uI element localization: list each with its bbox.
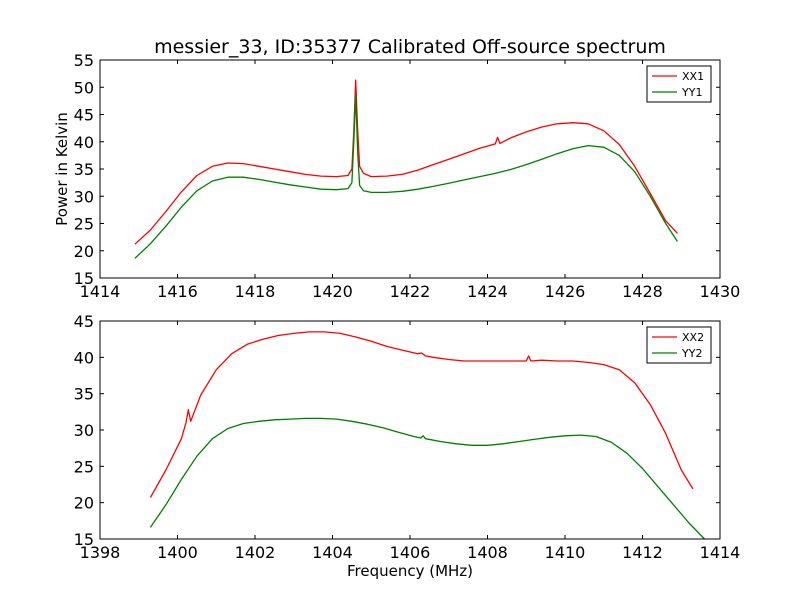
x-tick-label: 1424 bbox=[467, 282, 508, 301]
chart-title: messier_33, ID:35377 Calibrated Off-sour… bbox=[154, 36, 666, 58]
x-tick-label: 1400 bbox=[157, 543, 198, 562]
x-tick-label: 1404 bbox=[312, 543, 353, 562]
x-tick-label: 1420 bbox=[312, 282, 353, 301]
plot-frame-1 bbox=[99, 59, 721, 279]
y-tick-label: 35 bbox=[74, 160, 94, 179]
legend-label: XX1 bbox=[682, 70, 704, 83]
x-tick-label: 1402 bbox=[235, 543, 276, 562]
x-tick-label: 1398 bbox=[80, 543, 121, 562]
subplot-2: 1398 1400 1402 1404 1406 1408 1410 1412 1414 15 20… bbox=[74, 312, 741, 580]
y-tick-label: 20 bbox=[74, 242, 94, 261]
x-tick-label: 1412 bbox=[622, 543, 663, 562]
subplot-1: 1414 1416 1418 1420 1422 1424 1426 1428 1430 15 20… bbox=[53, 51, 740, 301]
y-tick-label: 45 bbox=[74, 312, 94, 331]
x-tick-label: 1418 bbox=[235, 282, 276, 301]
legend-box bbox=[646, 326, 712, 364]
y-axis-label: Power in Kelvin bbox=[53, 112, 71, 226]
x-axis-label: Frequency (MHz) bbox=[347, 562, 473, 580]
x-tick-label: 1430 bbox=[700, 282, 741, 301]
y-tick-label: 25 bbox=[74, 457, 94, 476]
y-tick-label: 40 bbox=[74, 348, 94, 367]
y-tick-label: 15 bbox=[74, 530, 94, 549]
y-tick-label: 40 bbox=[74, 133, 94, 152]
y-tick-label: 35 bbox=[74, 385, 94, 404]
x-tick-label: 1426 bbox=[545, 282, 586, 301]
legend-box bbox=[646, 65, 712, 103]
x-tick-label: 1414 bbox=[700, 543, 741, 562]
series-line-xx2 bbox=[149, 331, 694, 498]
y-tick-label: 30 bbox=[74, 421, 94, 440]
series-line-yy2 bbox=[149, 417, 705, 540]
y-tick-label: 20 bbox=[74, 494, 94, 513]
y-tick-label: 25 bbox=[74, 215, 94, 234]
x-tick-label: 1410 bbox=[545, 543, 586, 562]
y-tick-label: 45 bbox=[74, 106, 94, 125]
x-tick-label: 1422 bbox=[390, 282, 431, 301]
legend-label: YY1 bbox=[681, 86, 702, 99]
x-tick-label: 1408 bbox=[467, 543, 508, 562]
y-tick-label: 15 bbox=[74, 269, 94, 288]
plot-frame-2 bbox=[99, 320, 721, 540]
series-line-xx1 bbox=[134, 79, 678, 245]
y-tick-label: 30 bbox=[74, 187, 94, 206]
x-tick-label: 1414 bbox=[80, 282, 121, 301]
legend-label: XX2 bbox=[682, 331, 704, 344]
series-line-yy1 bbox=[134, 94, 678, 259]
y-tick-label: 55 bbox=[74, 51, 94, 70]
y-tick-label: 50 bbox=[74, 78, 94, 97]
x-tick-label: 1416 bbox=[157, 282, 198, 301]
x-tick-label: 1406 bbox=[390, 543, 431, 562]
legend-label: YY2 bbox=[681, 347, 702, 360]
x-tick-label: 1428 bbox=[622, 282, 663, 301]
